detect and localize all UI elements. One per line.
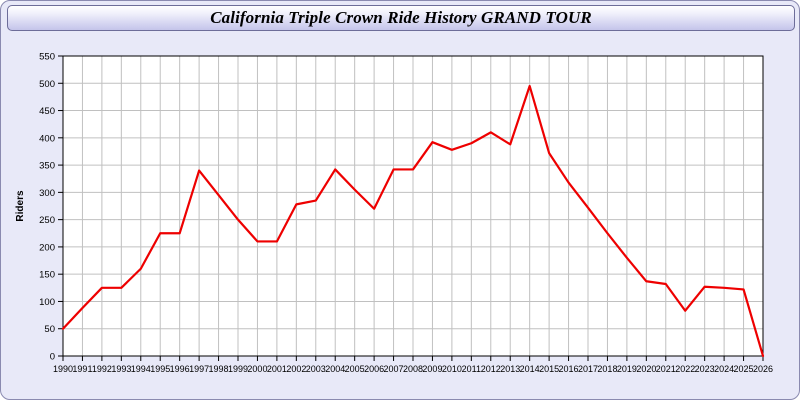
x-axis-ticks: 1990 1991 1992 1993 1994 1995 1996 1997 1998 1999… (53, 356, 773, 374)
plot-frame (62, 55, 764, 357)
x-tick-label: 2022 (675, 364, 695, 374)
x-tick-label: 2025 (734, 364, 754, 374)
series-line-riders (61, 84, 765, 358)
x-tick-label: 1998 (209, 364, 229, 374)
y-tick-label: 400 (39, 133, 55, 144)
x-tick-label: 1991 (72, 364, 92, 374)
x-tick-label: 1996 (170, 364, 190, 374)
x-tick-label: 1993 (111, 364, 131, 374)
x-tick-label: 2011 (462, 364, 481, 374)
x-tick-label: 2023 (695, 364, 715, 374)
x-tick-label: 2020 (636, 364, 656, 374)
x-tick-label: 2003 (306, 364, 326, 374)
x-tick-label: 2004 (325, 364, 345, 374)
y-tick-label: 450 (39, 106, 55, 117)
x-tick-label: 1995 (150, 364, 170, 374)
x-tick-label: 2013 (500, 364, 520, 374)
y-tick-label: 500 (39, 79, 55, 90)
y-axis-ticks: 0 50 100 150 200 250 300 350 400 450 500 550 (39, 52, 63, 363)
x-tick-label: 2021 (656, 364, 676, 374)
gridlines-group (63, 55, 763, 356)
y-tick-label: 150 (39, 270, 55, 281)
y-tick-label: 250 (39, 215, 55, 226)
axis-frame (62, 55, 764, 357)
x-tick-label: 2015 (539, 364, 559, 374)
x-tick-label: 2005 (345, 364, 365, 374)
x-tick-label: 2010 (442, 364, 462, 374)
chart-plot-area: 0 50 100 150 200 250 300 350 400 450 500 550 1990 19… (1, 33, 800, 401)
y-tick-label: 100 (39, 297, 55, 308)
x-tick-label: 2016 (559, 364, 579, 374)
y-tick-label: 350 (39, 161, 55, 172)
x-tick-label: 2019 (617, 364, 637, 374)
window-title-bar: California Triple Crown Ride History GRA… (7, 5, 795, 31)
x-tick-label: 2026 (753, 364, 773, 374)
y-tick-label: 550 (39, 52, 55, 63)
x-tick-label: 1997 (189, 364, 209, 374)
y-axis-title-group: Riders (15, 190, 26, 222)
x-tick-label: 1999 (228, 364, 248, 374)
y-tick-label: 0 (50, 352, 55, 363)
x-tick-label: 2017 (578, 364, 598, 374)
y-axis-title: Riders (15, 190, 26, 222)
x-tick-label: 2024 (714, 364, 734, 374)
x-tick-label: 1994 (131, 364, 151, 374)
chart-title: California Triple Crown Ride History GRA… (210, 8, 592, 27)
y-tick-label: 300 (39, 188, 55, 199)
x-tick-label: 1992 (92, 364, 112, 374)
data-series-group (61, 84, 765, 358)
x-tick-label: 2006 (364, 364, 384, 374)
x-tick-label: 2000 (247, 364, 267, 374)
x-tick-label: 2007 (384, 364, 404, 374)
x-tick-label: 2012 (481, 364, 501, 374)
y-tick-label: 50 (44, 324, 55, 335)
x-tick-label: 1990 (53, 364, 73, 374)
x-tick-label: 2001 (267, 364, 287, 374)
x-tick-label: 2014 (520, 364, 540, 374)
x-tick-label: 2009 (422, 364, 442, 374)
y-tick-label: 200 (39, 242, 55, 253)
x-tick-label: 2018 (597, 364, 617, 374)
x-tick-label: 2002 (286, 364, 306, 374)
x-tick-label: 2008 (403, 364, 423, 374)
